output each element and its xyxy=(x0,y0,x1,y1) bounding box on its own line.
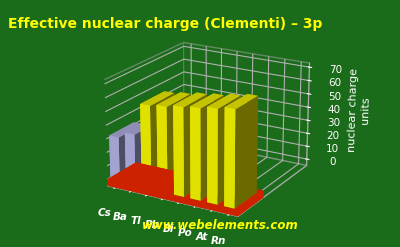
Text: www.webelements.com: www.webelements.com xyxy=(142,219,298,232)
Text: Effective nuclear charge (Clementi) – 3p: Effective nuclear charge (Clementi) – 3p xyxy=(8,17,322,31)
